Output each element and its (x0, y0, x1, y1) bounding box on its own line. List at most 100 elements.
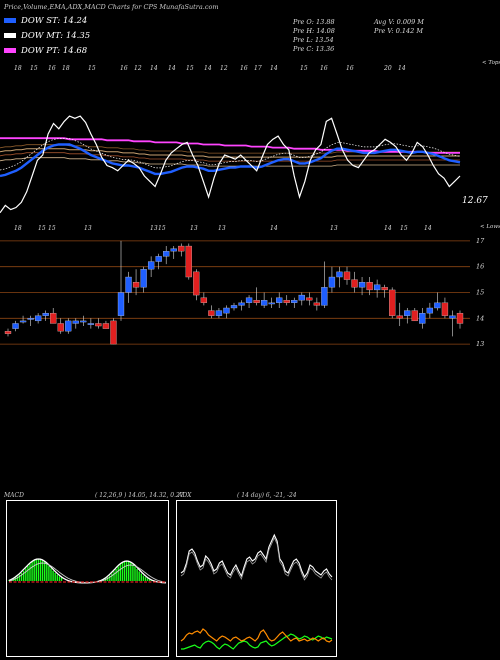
stat-pre-open: Pre O: 13.88 (293, 18, 335, 26)
adx-line (181, 633, 333, 650)
macd-title: MACD (4, 492, 24, 499)
date-label-bottom: 15 (158, 225, 166, 232)
stat-avg-volume: Avg V: 0.009 M (374, 18, 424, 26)
date-label-bottom: 14 (270, 225, 278, 232)
adx-line (180, 537, 333, 581)
candle-body (132, 282, 140, 288)
y-tick-label: 13 (476, 340, 484, 348)
date-label-top: 15 (88, 65, 96, 72)
stat-pre-high: Pre H: 14.08 (293, 27, 335, 35)
legend-item-dow-pt: DOW PT: 14.68 (4, 46, 87, 56)
date-label-bottom: 18 (14, 225, 22, 232)
date-label-top: 14 (270, 65, 278, 72)
y-tick-label: 16 (476, 263, 484, 271)
candle-body (434, 302, 441, 309)
candle-body (306, 297, 313, 301)
legend-item-dow-st: DOW ST: 14.24 (4, 16, 87, 26)
candle-body (140, 269, 147, 288)
candle-body (200, 297, 208, 303)
adx-line (180, 533, 333, 579)
candle-body (373, 284, 381, 291)
macd-params: ( 12,26,9 ) 14.05, 14.32, 0.27 (95, 492, 184, 499)
candle-body (178, 245, 185, 252)
candle-body (396, 315, 403, 319)
candle-body (185, 245, 192, 278)
candle-body (389, 289, 396, 316)
date-label-top: 17 (254, 65, 262, 72)
date-label-top: 15 (30, 65, 38, 72)
candle-body (117, 292, 125, 316)
date-label-top: 18 (14, 65, 22, 72)
date-label-bottom: 15 (400, 225, 408, 232)
chart-title: Price,Volume,EMA,ADX,MACD Charts for CPS… (4, 3, 219, 11)
candlestick-panel: 17 16 15 14 13 (0, 237, 485, 348)
macd-chart (8, 558, 167, 584)
candle-body (110, 320, 117, 345)
candle-body (19, 320, 27, 323)
date-label-top: 12 (134, 65, 142, 72)
adx-title: ADX (178, 492, 192, 499)
adx-params: ( 14 day) 6, -21, -24 (237, 492, 297, 499)
y-tick-label: 17 (476, 237, 485, 245)
adx-panel (176, 500, 337, 657)
candle-body (4, 331, 12, 334)
date-label-top: 18 (62, 65, 70, 72)
candle-body (381, 287, 388, 291)
legend-item-dow-mt: DOW MT: 14.35 (4, 31, 90, 41)
date-label-bottom: 15 (38, 225, 46, 232)
candle-body (358, 282, 366, 288)
legend-label: DOW PT: 14.68 (21, 46, 88, 56)
ema-aux-line (0, 157, 460, 167)
date-label-bottom: 13 (84, 225, 92, 232)
legend-label: DOW MT: 14.35 (21, 31, 91, 41)
date-label-top: 14 (168, 65, 176, 72)
candle-body (328, 276, 336, 288)
y-tick-label: 15 (476, 289, 484, 297)
date-label-top: 12 (220, 65, 228, 72)
ema-dotted-line (0, 138, 461, 171)
candle-body (170, 248, 177, 252)
candle-body (12, 323, 19, 329)
candle-body (411, 310, 418, 322)
date-label-bottom: 13 (330, 225, 338, 232)
candle-body (208, 310, 215, 316)
candle-body (125, 276, 132, 293)
date-label-bottom: 14 (424, 225, 432, 232)
stat-pre-close: Pre C: 13.36 (293, 45, 335, 53)
candle-body (336, 271, 343, 278)
candle-body (193, 271, 200, 296)
candle-body (351, 279, 358, 288)
ema-aux-line (0, 152, 460, 162)
candle-body (456, 312, 464, 324)
legend-swatch-magenta (4, 48, 16, 53)
candle-body (313, 302, 321, 306)
y-tick-label: 14 (476, 314, 484, 322)
date-label-bottom: 15 (48, 225, 56, 232)
lows-corner-label: < Lows (480, 224, 500, 230)
candle-body (291, 300, 298, 303)
candle-body (404, 310, 411, 316)
price-ema-panel: 18 15 16 18 15 16 12 14 14 15 14 12 16 17 14 15 16 16 20 14… (0, 60, 500, 232)
candle-body (276, 297, 283, 303)
macd-panel (6, 500, 169, 657)
legend-swatch-blue (4, 18, 16, 23)
candle-body (50, 312, 57, 324)
candle-body (260, 300, 268, 306)
candle-body (95, 323, 102, 327)
date-label-top: 14 (150, 65, 158, 72)
candle-body (245, 297, 253, 303)
date-label-bottom: 14 (384, 225, 392, 232)
candle-body (223, 307, 230, 314)
series-price (0, 115, 461, 214)
date-label-top: 16 (346, 65, 354, 72)
stat-pre-volume: Pre V: 0.142 M (374, 27, 424, 35)
candle-body (155, 256, 162, 262)
date-label-top: 20 (383, 65, 392, 72)
candle-body (366, 282, 373, 291)
date-label-top: 16 (320, 65, 328, 72)
candle-body (253, 300, 260, 303)
date-label-top: 15 (300, 65, 308, 72)
candle-body (72, 320, 79, 324)
candle-body (65, 320, 72, 332)
candle-body (343, 271, 351, 280)
